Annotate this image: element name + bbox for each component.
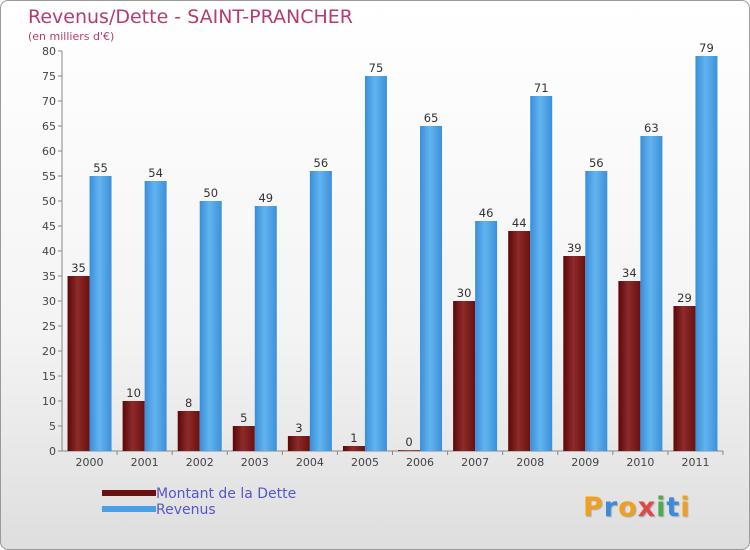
bar-revenus [530,96,553,451]
y-tick-label: 45 [42,220,56,233]
y-tick-label: 40 [42,245,56,258]
x-tick-label: 2006 [406,456,434,469]
bar-dette [508,231,531,451]
bar-dette [398,450,421,451]
data-label-revenus: 65 [424,111,439,125]
x-tick-label: 2000 [76,456,104,469]
y-tick-label: 30 [42,295,56,308]
bar-revenus [254,206,277,451]
y-tick-label: 65 [42,120,56,133]
legend-swatch-revenus [102,506,156,512]
y-tick-label: 10 [42,395,56,408]
x-tick-label: 2005 [351,456,379,469]
bar-revenus [89,176,112,451]
data-label-dette: 8 [185,396,192,410]
y-tick-label: 35 [42,270,56,283]
y-tick-label: 75 [42,70,56,83]
data-label-revenus: 46 [479,206,494,220]
bar-dette [122,401,145,451]
bar-dette [618,281,641,451]
bar-dette [563,256,586,451]
y-tick-label: 60 [42,145,56,158]
data-label-revenus: 79 [699,41,714,55]
logo-letter: o [618,492,638,523]
logo-letter: i [656,492,667,523]
x-tick-label: 2009 [571,456,599,469]
data-label-revenus: 71 [534,81,549,95]
y-tick-label: 15 [42,370,56,383]
chart-title: Revenus/Dette - SAINT-PRANCHER [28,6,354,28]
x-tick-label: 2002 [186,456,214,469]
y-tick-label: 5 [49,420,56,433]
x-tick-label: 2010 [626,456,654,469]
logo-letter: P [583,492,604,523]
data-label-dette: 0 [405,435,412,449]
data-label-revenus: 56 [314,156,329,170]
data-label-revenus: 75 [369,61,384,75]
data-label-revenus: 50 [203,186,218,200]
x-tick-label: 2011 [681,456,709,469]
bar-revenus [309,171,332,451]
bar-revenus [585,171,608,451]
x-tick-label: 2008 [516,456,544,469]
data-label-dette: 39 [567,241,582,255]
logo-letter: t [666,492,681,523]
x-tick-label: 2004 [296,456,324,469]
data-label-revenus: 49 [258,191,273,205]
data-label-dette: 30 [457,286,472,300]
data-label-dette: 44 [512,216,527,230]
bar-dette [67,276,90,451]
bar-revenus [475,221,498,451]
x-tick-label: 2007 [461,456,489,469]
bar-revenus [199,201,222,451]
data-label-dette: 1 [350,431,357,445]
data-label-dette: 35 [71,261,86,275]
y-tick-label: 20 [42,345,56,358]
legend-label-debt: Montant de la Dette [156,486,297,502]
bar-dette [287,436,310,451]
data-label-dette: 5 [240,411,247,425]
bar-revenus [695,56,718,451]
data-label-dette: 3 [295,421,302,435]
legend-swatch-debt [102,490,156,496]
x-tick-label: 2003 [241,456,269,469]
y-tick-label: 80 [42,45,56,58]
legend-label-revenus: Revenus [156,502,216,518]
bar-revenus [364,76,387,451]
bar-dette [673,306,696,451]
data-label-revenus: 54 [148,166,163,180]
proxiti-logo: Proxiti [583,492,691,523]
data-label-revenus: 56 [589,156,604,170]
data-label-dette: 34 [622,266,637,280]
y-tick-label: 70 [42,95,56,108]
bar-dette [232,426,255,451]
y-tick-label: 55 [42,170,56,183]
y-tick-label: 50 [42,195,56,208]
bar-revenus [144,181,167,451]
bar-revenus [640,136,663,451]
y-tick-label: 0 [49,445,56,458]
logo-letter: x [637,492,657,523]
y-tick-label: 25 [42,320,56,333]
bar-dette [453,301,476,451]
chart-subtitle: (en milliers d'€) [28,30,115,43]
data-label-revenus: 63 [644,121,659,135]
logo-letter: i [680,492,691,523]
data-label-revenus: 55 [93,161,108,175]
data-label-dette: 29 [677,291,692,305]
x-tick-label: 2001 [131,456,159,469]
bar-dette [177,411,200,451]
bar-revenus [420,126,443,451]
bar-dette [342,446,365,451]
data-label-dette: 10 [126,386,141,400]
logo-letter: r [603,492,619,523]
